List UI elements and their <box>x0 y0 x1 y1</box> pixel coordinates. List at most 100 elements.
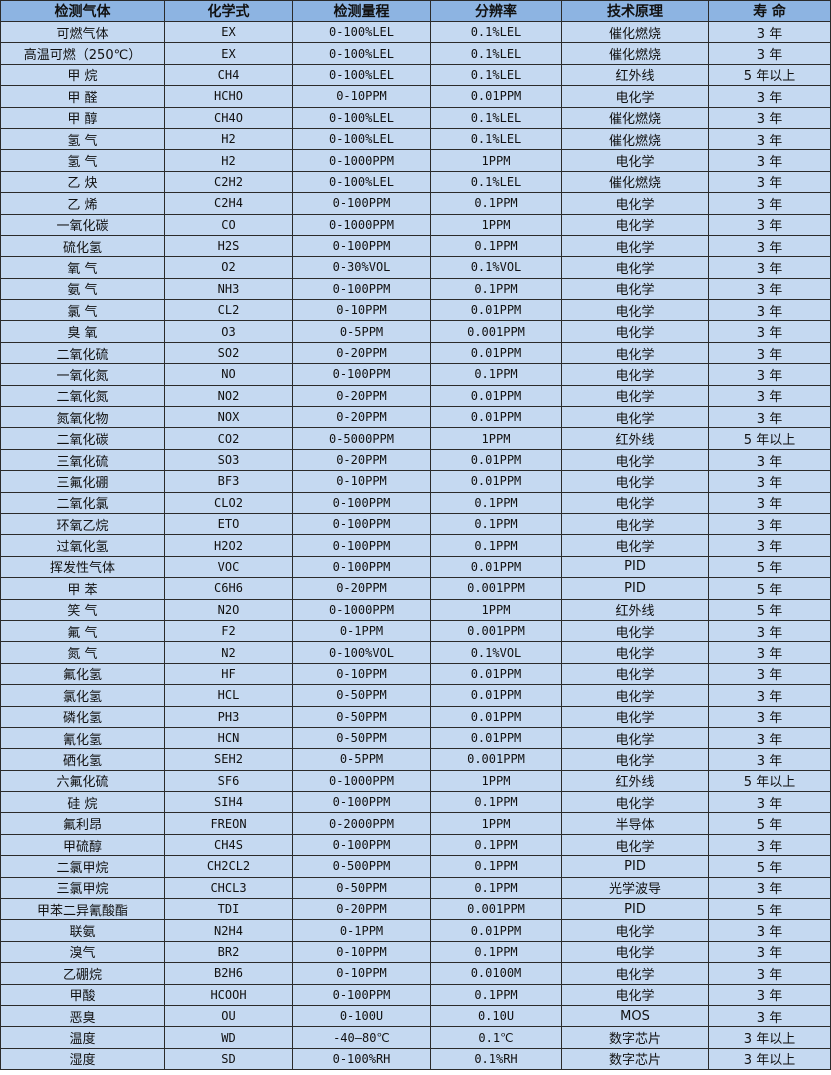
cell-principle: 催化燃烧 <box>561 20 709 44</box>
table-row: 湿度 SD 0-100%RH 0.1%RH 数字芯片 3 年以上 <box>0 1047 831 1071</box>
cell-formula: C2H2 <box>164 170 293 194</box>
header-formula: 化学式 <box>164 0 293 22</box>
cell-resolution: 0.01PPM <box>430 726 562 750</box>
cell-lifetime: 3 年 <box>708 277 831 301</box>
table-row: 氯化氢 HCL 0-50PPM 0.01PPM 电化学 3 年 <box>0 684 831 707</box>
cell-gas: 氮 气 <box>0 641 165 664</box>
cell-gas: 三氟化硼 <box>0 470 165 493</box>
cell-lifetime: 3 年以上 <box>708 1026 831 1049</box>
cell-gas: 氟化氢 <box>0 662 165 686</box>
table-row: 氢 气 H2 0-1000PPM 1PPM 电化学 3 年 <box>0 149 831 172</box>
cell-resolution: 0.1%VOL <box>430 641 562 664</box>
cell-range: 0-10PPM <box>292 299 431 322</box>
cell-range: 0-1000PPM <box>292 598 431 621</box>
cell-resolution: 0.01PPM <box>430 684 562 707</box>
cell-formula: SIH4 <box>164 791 293 814</box>
cell-principle: 电化学 <box>561 983 709 1006</box>
table-row: 氟利昂 FREON 0-2000PPM 1PPM 半导体 5 年 <box>0 812 831 835</box>
cell-principle: 电化学 <box>561 384 709 408</box>
table-row: 挥发性气体 VOC 0-100PPM 0.01PPM PID 5 年 <box>0 555 831 579</box>
cell-lifetime: 3 年 <box>708 791 831 814</box>
cell-lifetime: 5 年 <box>708 898 831 921</box>
cell-principle: 电化学 <box>561 299 709 322</box>
cell-resolution: 0.01PPM <box>430 85 562 108</box>
cell-resolution: 0.001PPM <box>430 898 562 921</box>
cell-range: 0-20PPM <box>292 341 431 365</box>
table-row: 联氨 N2H4 0-1PPM 0.01PPM 电化学 3 年 <box>0 919 831 942</box>
cell-gas: 甲 醛 <box>0 85 165 108</box>
cell-lifetime: 3 年 <box>708 384 831 408</box>
cell-lifetime: 3 年 <box>708 106 831 129</box>
cell-formula: EX <box>164 20 293 44</box>
cell-principle: 半导体 <box>561 812 709 835</box>
cell-resolution: 0.1PPM <box>430 833 562 857</box>
cell-lifetime: 3 年 <box>708 512 831 536</box>
cell-resolution: 0.1PPM <box>430 491 562 514</box>
table-row: 溴气 BR2 0-10PPM 0.1PPM 电化学 3 年 <box>0 940 831 964</box>
cell-range: 0-100%RH <box>292 1047 431 1071</box>
cell-principle: PID <box>561 577 709 600</box>
cell-lifetime: 3 年 <box>708 684 831 707</box>
cell-principle: PID <box>561 855 709 878</box>
cell-range: 0-5000PPM <box>292 427 431 450</box>
table-row: 二氧化硫 SO2 0-20PPM 0.01PPM 电化学 3 年 <box>0 341 831 365</box>
cell-principle: 电化学 <box>561 470 709 493</box>
cell-formula: SO2 <box>164 341 293 365</box>
cell-lifetime: 5 年以上 <box>708 427 831 450</box>
cell-gas: 甲 醇 <box>0 106 165 129</box>
cell-lifetime: 3 年以上 <box>708 1047 831 1071</box>
cell-resolution: 0.01PPM <box>430 919 562 942</box>
cell-range: 0-100PPM <box>292 491 431 514</box>
cell-principle: 电化学 <box>561 85 709 108</box>
cell-resolution: 0.01PPM <box>430 341 562 365</box>
cell-gas: 乙硼烷 <box>0 962 165 985</box>
cell-gas: 氯化氢 <box>0 684 165 707</box>
cell-principle: 电化学 <box>561 277 709 301</box>
cell-gas: 湿度 <box>0 1047 165 1071</box>
cell-formula: O3 <box>164 320 293 343</box>
cell-lifetime: 3 年 <box>708 940 831 964</box>
cell-principle: 数字芯片 <box>561 1047 709 1071</box>
cell-formula: C6H6 <box>164 577 293 600</box>
cell-principle: 电化学 <box>561 406 709 429</box>
cell-resolution: 0.1PPM <box>430 363 562 386</box>
cell-resolution: 0.1PPM <box>430 876 562 900</box>
cell-resolution: 1PPM <box>430 769 562 793</box>
cell-formula: O2 <box>164 256 293 279</box>
cell-formula: HCL <box>164 684 293 707</box>
cell-gas: 氢 气 <box>0 149 165 172</box>
cell-principle: 电化学 <box>561 234 709 258</box>
cell-lifetime: 3 年 <box>708 833 831 857</box>
cell-lifetime: 3 年 <box>708 448 831 472</box>
cell-resolution: 0.01PPM <box>430 470 562 493</box>
cell-resolution: 0.0100M <box>430 962 562 985</box>
table-row: 笑 气 N2O 0-1000PPM 1PPM 红外线 5 年 <box>0 598 831 621</box>
table-row: 甲酸 HCOOH 0-100PPM 0.1PPM 电化学 3 年 <box>0 983 831 1006</box>
cell-range: 0-100PPM <box>292 363 431 386</box>
cell-formula: BF3 <box>164 470 293 493</box>
table-row: 三氟化硼 BF3 0-10PPM 0.01PPM 电化学 3 年 <box>0 470 831 493</box>
cell-lifetime: 5 年以上 <box>708 769 831 793</box>
cell-principle: 电化学 <box>561 748 709 771</box>
cell-resolution: 0.1PPM <box>430 534 562 557</box>
cell-resolution: 0.001PPM <box>430 577 562 600</box>
cell-gas: 甲酸 <box>0 983 165 1006</box>
cell-lifetime: 3 年 <box>708 192 831 215</box>
cell-range: 0-50PPM <box>292 684 431 707</box>
cell-range: 0-1000PPM <box>292 213 431 236</box>
cell-formula: H2S <box>164 234 293 258</box>
cell-lifetime: 3 年 <box>708 256 831 279</box>
table-row: 二氧化氮 NO2 0-20PPM 0.01PPM 电化学 3 年 <box>0 384 831 408</box>
cell-gas: 三氯甲烷 <box>0 876 165 900</box>
cell-range: 0-100%LEL <box>292 63 431 87</box>
cell-formula: FREON <box>164 812 293 835</box>
cell-gas: 可燃气体 <box>0 20 165 44</box>
cell-formula: N2 <box>164 641 293 664</box>
cell-range: 0-100PPM <box>292 234 431 258</box>
cell-principle: 电化学 <box>561 512 709 536</box>
cell-resolution: 1PPM <box>430 213 562 236</box>
cell-formula: SEH2 <box>164 748 293 771</box>
cell-range: 0-1000PPM <box>292 769 431 793</box>
cell-gas: 氢 气 <box>0 127 165 151</box>
cell-principle: 电化学 <box>561 534 709 557</box>
